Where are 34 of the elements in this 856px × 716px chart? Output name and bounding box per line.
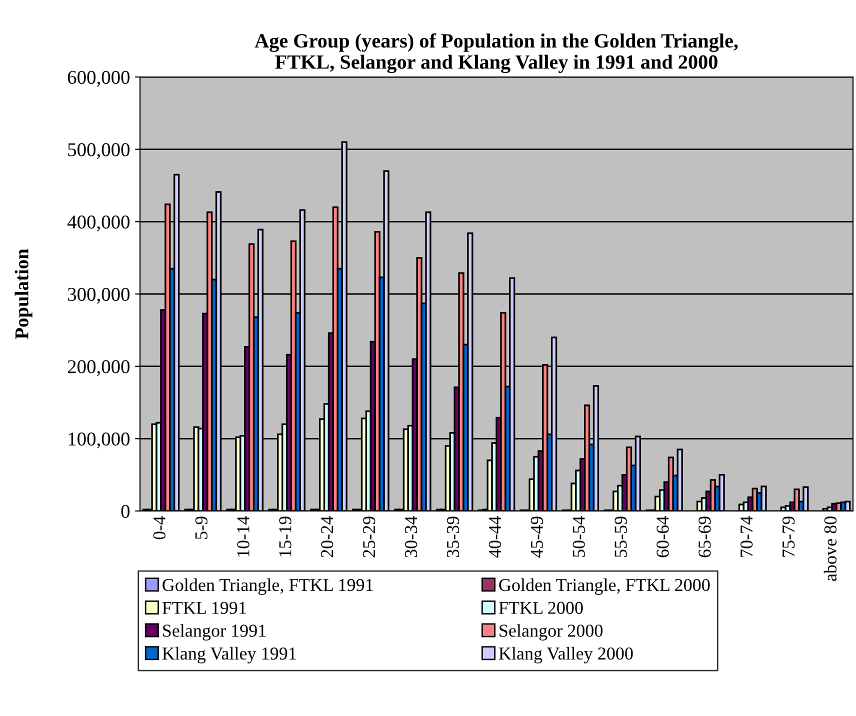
x-tick-label: 15-19: [279, 516, 292, 556]
legend-label: Selangor 1991: [163, 624, 266, 641]
y-axis-title: Population: [14, 248, 32, 340]
x-tick-label: 30-34: [404, 516, 418, 558]
legend-label: FTKL 2000: [498, 602, 583, 614]
legend-label: Selangor 2000: [500, 624, 603, 641]
x-tick-label: 0-4: [153, 516, 166, 540]
x-tick-label: above 80: [824, 516, 837, 581]
x-tick-label: 10-14: [237, 516, 250, 556]
y-tick-label: 300,000: [68, 288, 130, 304]
y-tick-label: 500,000: [68, 143, 130, 160]
x-tick-label: 65-69: [698, 516, 711, 558]
chart-title: Age Group (years) of Population in the Golden Triangle, FTKL, Selangor and Klang Valley in 1991 and 2000: [254, 33, 738, 74]
legend-label: Golden Triangle, FTKL 2000: [499, 578, 710, 595]
x-tick-label: 75-79: [782, 516, 795, 557]
x-tick-label: 35-39: [446, 516, 460, 558]
x-tick-label: 25-29: [363, 516, 376, 558]
legend-label: Klang Valley 1991: [162, 646, 296, 664]
x-tick-label: 5-9: [195, 516, 208, 539]
x-tick-label: 40-44: [488, 516, 502, 558]
x-tick-label: 55-59: [614, 516, 627, 557]
y-tick-label: 600,000: [68, 70, 130, 87]
y-tick-label: 400,000: [67, 215, 130, 232]
x-tick-label: 50-54: [572, 516, 585, 557]
x-tick-label: 70-74: [740, 516, 753, 557]
x-tick-label: 60-64: [656, 516, 669, 558]
x-tick-label: 45-49: [530, 516, 543, 558]
legend-label: Klang Valley 2000: [498, 646, 633, 664]
y-tick-label: 100,000: [68, 432, 130, 448]
y-tick-label: 0: [121, 504, 130, 518]
legend-label: Golden Triangle, FTKL 1991: [162, 578, 373, 595]
x-tick-label: 20-24: [321, 516, 334, 558]
y-tick-label: 200,000: [68, 360, 130, 376]
legend-label: FTKL 1991: [162, 602, 246, 614]
